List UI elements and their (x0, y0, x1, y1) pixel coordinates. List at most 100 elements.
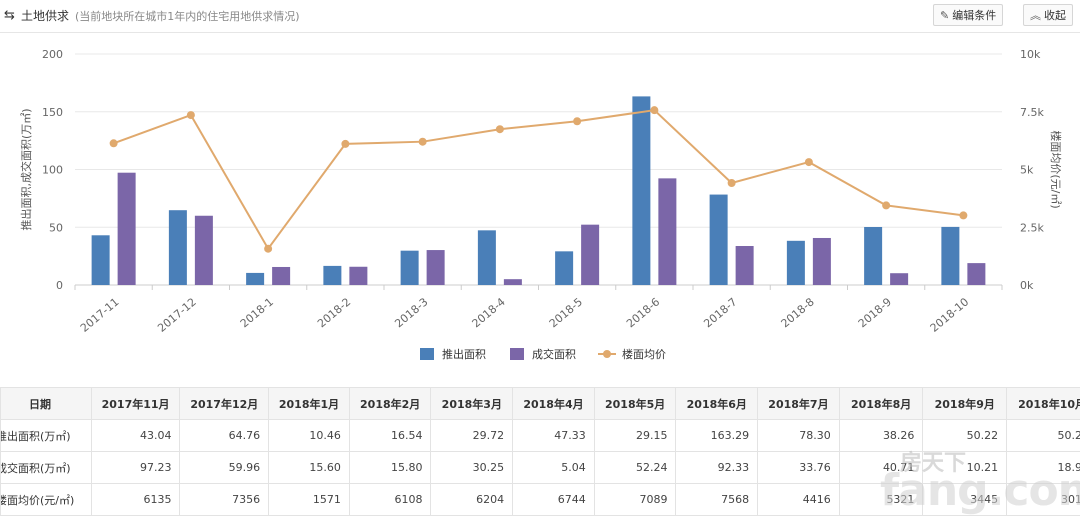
x-tick-label: 2018-1 (238, 295, 276, 330)
x-tick-label: 2018-9 (856, 295, 894, 330)
table-row-label: 楼面均价(元/㎡) (0, 483, 92, 516)
table-cell: 29.15 (593, 419, 677, 452)
double-chevron-up-icon: ︽ (1030, 9, 1041, 22)
y2-axis-title: 楼面均价(元/㎡) (1049, 130, 1063, 208)
collapse-button[interactable]: ︽ 收起 (1023, 4, 1073, 26)
price-point (573, 117, 582, 126)
y-tick-label: 200 (42, 48, 63, 61)
bar-supply (400, 250, 419, 285)
price-point (727, 178, 736, 187)
table-row: 楼面均价(元/㎡) 6135 7356 1571 6108 6204 6744 7089 756… (0, 483, 1080, 516)
table-cell: 7568 (675, 483, 759, 516)
table-cell: 64.76 (179, 419, 270, 452)
table-cell: 16.54 (348, 419, 432, 452)
table-cell: 4416 (757, 483, 840, 516)
bar-supply (477, 230, 496, 285)
chart-bars (91, 96, 986, 285)
table-header-month: 2018年3月 (430, 387, 514, 420)
table-header-month: 2018年4月 (512, 387, 595, 420)
y2-tick-label: 10k (1020, 48, 1041, 61)
table-cell: 50.22 (922, 419, 1008, 452)
price-point (264, 244, 273, 253)
swap-arrows-icon: ⇆ (4, 8, 15, 23)
bar-supply (864, 226, 883, 285)
bar-supply (632, 96, 651, 285)
table-cell: 29.72 (430, 419, 514, 452)
y-tick-label: 150 (42, 106, 63, 119)
x-tick-label: 2018-10 (928, 295, 972, 335)
table-header-month: 2018年8月 (838, 387, 924, 420)
chart-axes: 0 50 100 150 200 0k 2.5k 5k 7.5k 10k 2017-11 2017-1… (19, 48, 1063, 335)
table-row: 推出面积(万㎡) 43.04 64.76 10.46 16.54 29.72 47.33 29… (0, 419, 1080, 452)
price-point (650, 106, 659, 115)
table-cell: 18.95 (1006, 451, 1080, 484)
legend-label: 推出面积 (442, 347, 486, 361)
bar-transaction (349, 266, 368, 285)
y-tick-label: 0 (56, 279, 63, 292)
table-header-date: 日期 (0, 387, 92, 420)
table-cell: 5321 (838, 483, 924, 516)
table-cell: 92.33 (675, 451, 759, 484)
x-tick-label: 2017-12 (155, 295, 199, 335)
price-point (882, 201, 891, 210)
x-tick-label: 2018-6 (624, 295, 662, 330)
price-point (186, 111, 195, 120)
bar-supply (91, 235, 110, 285)
chart-line (109, 106, 968, 253)
x-tick-label: 2017-11 (78, 295, 122, 335)
bar-transaction (812, 237, 831, 285)
panel-title: 土地供求 (21, 9, 70, 23)
table-cell: 43.04 (90, 419, 181, 452)
table-cell: 7089 (593, 483, 677, 516)
bar-supply (246, 272, 265, 285)
table-header-month: 2018年2月 (348, 387, 432, 420)
y2-tick-label: 5k (1020, 164, 1034, 177)
bar-supply (555, 251, 574, 285)
table-cell: 59.96 (179, 451, 270, 484)
table-cell: 1571 (268, 483, 350, 516)
table-row: 成交面积(万㎡) 97.23 59.96 15.60 15.80 30.25 5.04 52.… (0, 451, 1080, 484)
table-cell: 3445 (922, 483, 1008, 516)
table-cell: 15.80 (348, 451, 432, 484)
table-cell: 6744 (512, 483, 595, 516)
price-point (495, 125, 504, 134)
y-axis-title: 推出面积,成交面积(万㎡) (19, 108, 33, 230)
x-tick-label: 2018-8 (779, 295, 817, 330)
table-cell: 6135 (90, 483, 181, 516)
data-table: 日期 2017年11月 2017年12月 2018年1月 2018年2月 2018年3月 2… (0, 387, 1080, 516)
table-cell: 6204 (430, 483, 514, 516)
x-tick-label: 2018-5 (547, 295, 585, 330)
legend-swatch (510, 348, 524, 360)
table-header-month: 2017年11月 (90, 387, 181, 420)
price-point (804, 158, 813, 167)
table-cell: 33.76 (757, 451, 840, 484)
bar-transaction (272, 266, 291, 285)
table-header-month: 2018年1月 (268, 387, 350, 420)
edit-conditions-label: 编辑条件 (952, 9, 997, 22)
edit-conditions-button[interactable]: ✎ 编辑条件 (933, 4, 1004, 26)
table-cell: 38.26 (838, 419, 924, 452)
table-header-month: 2018年7月 (757, 387, 840, 420)
x-tick-label: 2018-4 (470, 295, 508, 330)
collapse-label: 收起 (1044, 9, 1066, 22)
price-point (418, 137, 427, 146)
table-row-label: 成交面积(万㎡) (0, 451, 92, 484)
table-cell: 3012 (1006, 483, 1080, 516)
edit-icon: ✎ (940, 9, 950, 22)
table-cell: 47.33 (512, 419, 595, 452)
table-cell: 163.29 (675, 419, 759, 452)
bar-supply (168, 210, 187, 285)
price-point (109, 139, 118, 148)
chart-grid (75, 53, 1002, 286)
chart-legend: 推出面积 成交面积 楼面均价 (420, 347, 666, 361)
y2-tick-label: 0k (1020, 279, 1034, 292)
y2-tick-label: 2.5k (1020, 221, 1044, 234)
bar-supply (941, 226, 960, 285)
legend-swatch (420, 348, 434, 360)
panel-header: ⇆ 土地供求 (当前地块所在城市1年内的住宅用地供求情况) ✎ 编辑条件 ︽ 收起 (0, 0, 1080, 33)
bar-transaction (658, 178, 677, 285)
bar-transaction (967, 263, 986, 285)
table-cell: 10.21 (922, 451, 1008, 484)
table-header-month: 2018年9月 (922, 387, 1008, 420)
panel-subtitle: (当前地块所在城市1年内的住宅用地供求情况) (75, 10, 300, 23)
